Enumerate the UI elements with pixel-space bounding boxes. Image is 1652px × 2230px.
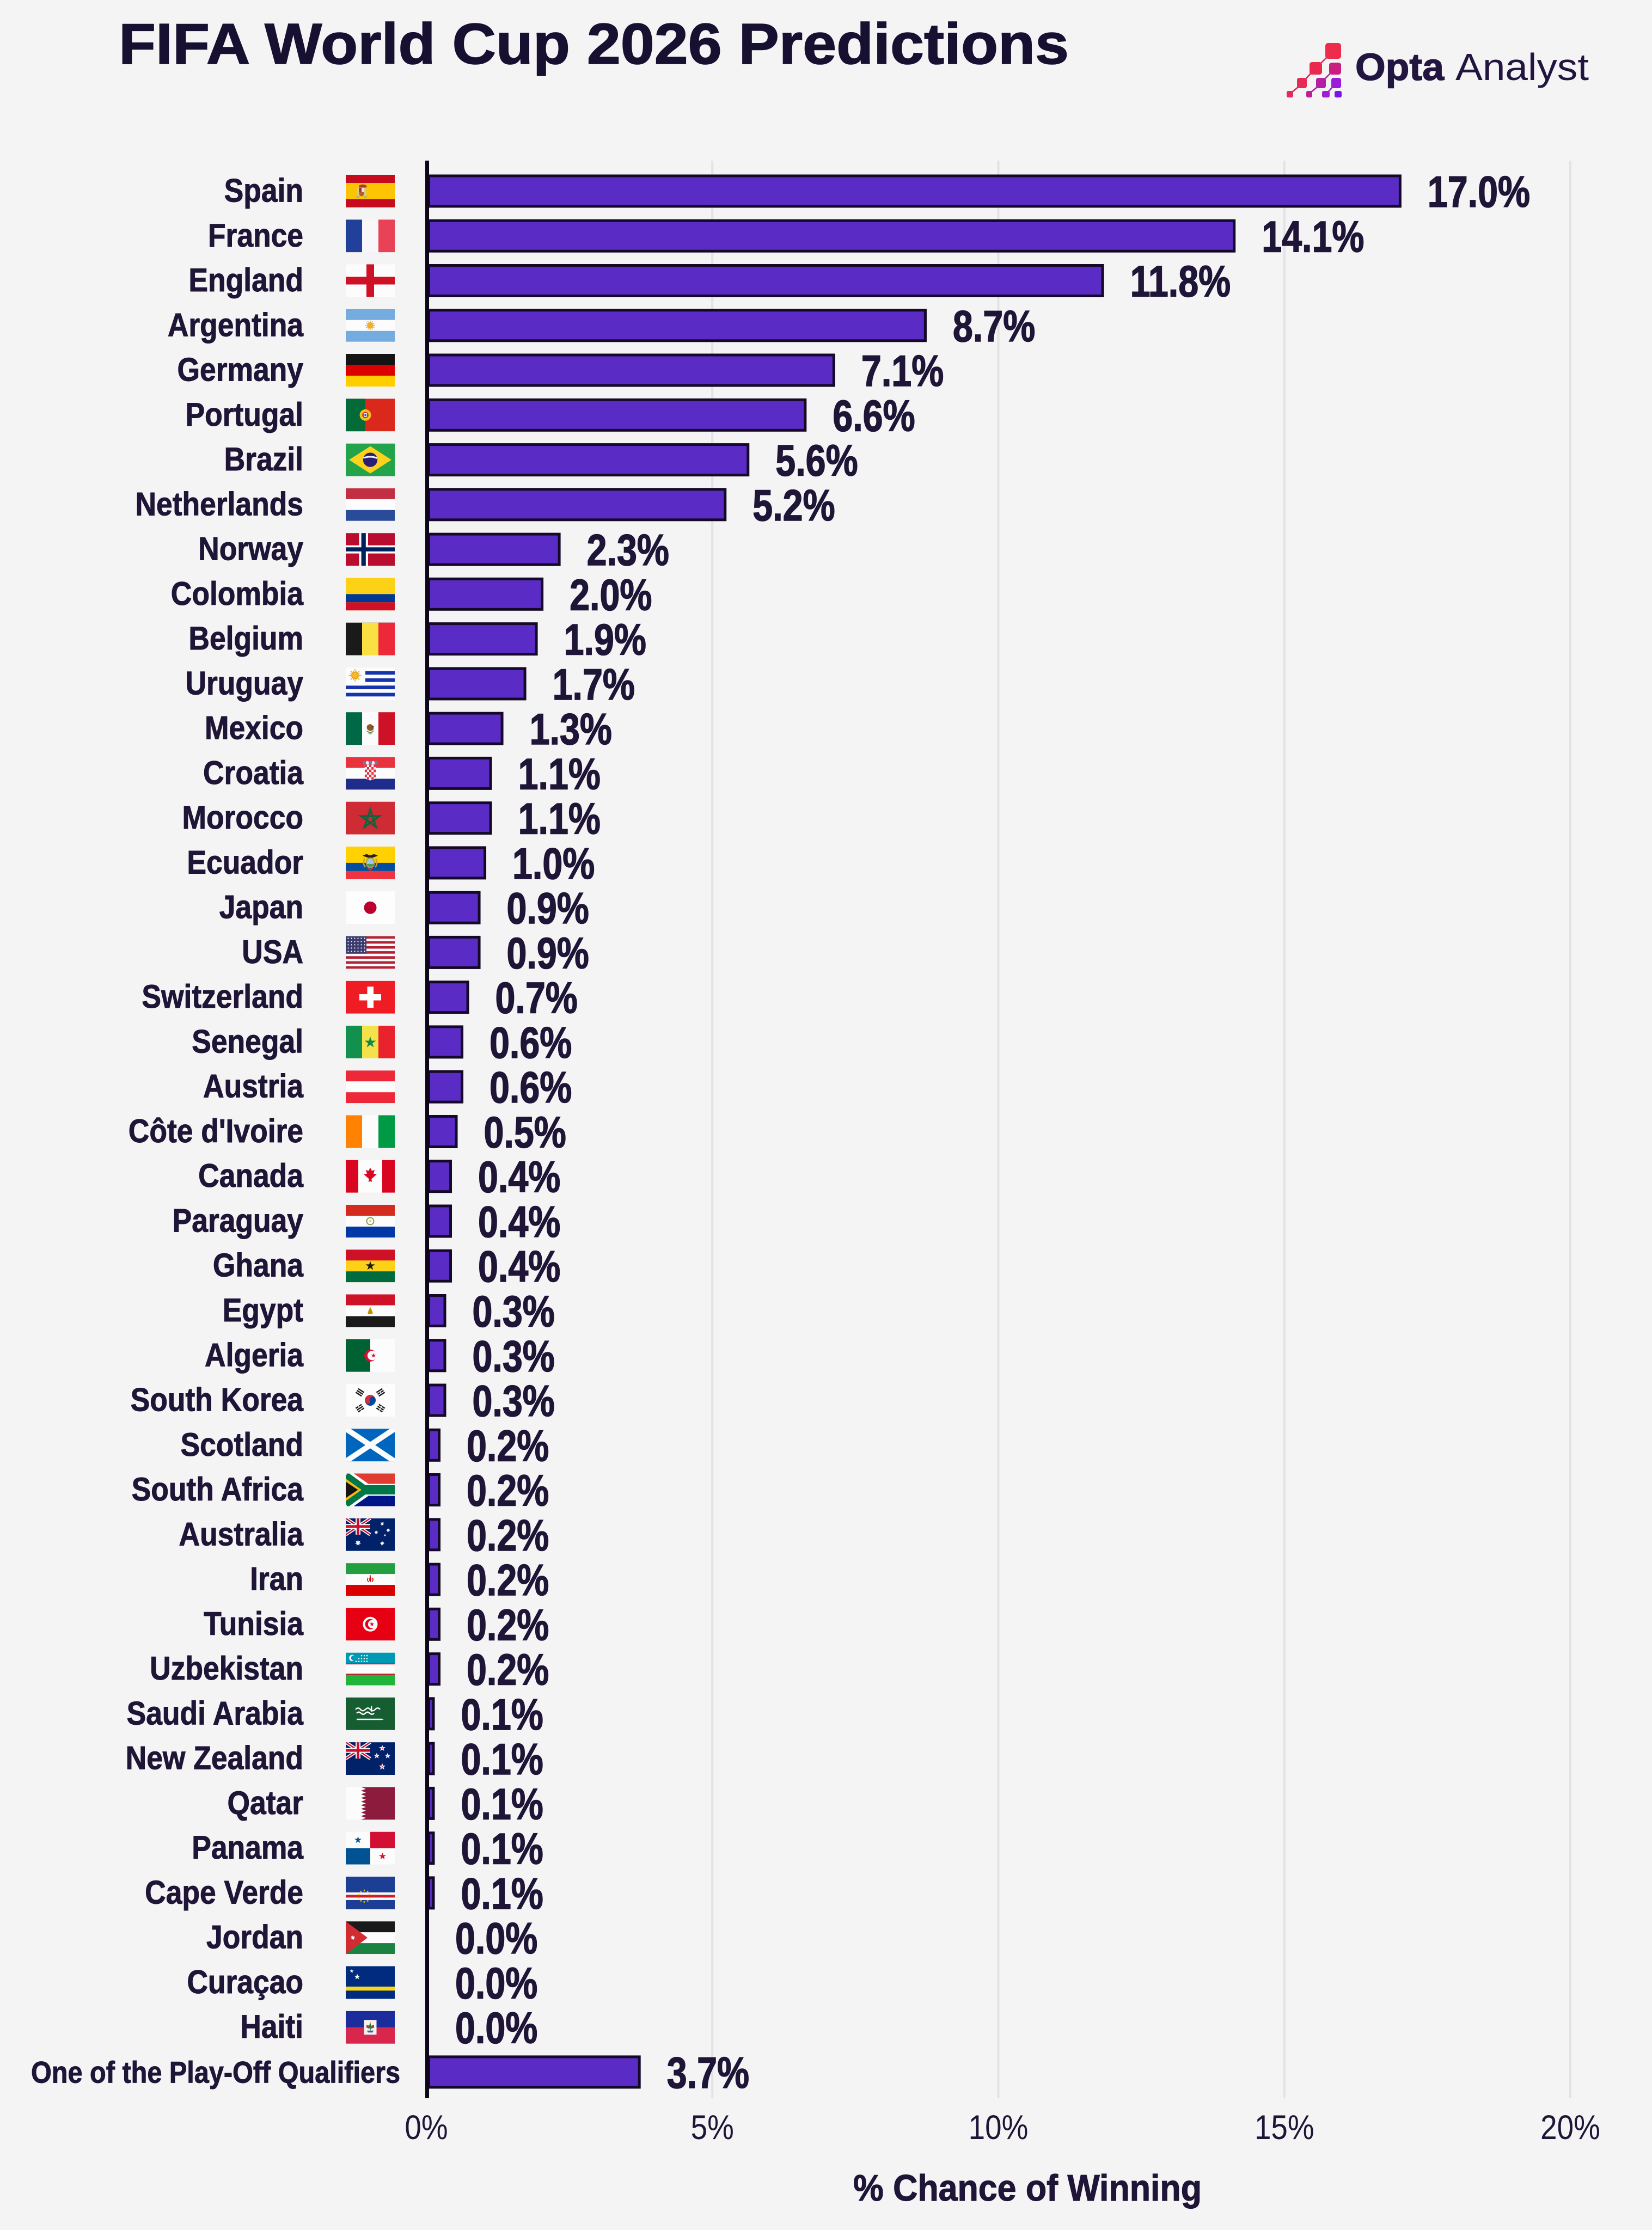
svg-text:Uruguay: Uruguay (185, 666, 303, 702)
svg-text:0.1%: 0.1% (461, 1779, 543, 1829)
svg-text:Tunisia: Tunisia (204, 1606, 303, 1643)
svg-text:Iran: Iran (250, 1561, 303, 1598)
svg-text:Senegal: Senegal (192, 1024, 303, 1061)
svg-text:South Korea: South Korea (131, 1382, 304, 1419)
svg-text:Egypt: Egypt (223, 1292, 303, 1329)
svg-text:20%: 20% (1540, 2108, 1600, 2146)
svg-text:USA: USA (242, 934, 303, 971)
svg-text:0.9%: 0.9% (507, 928, 589, 978)
svg-text:Canada: Canada (198, 1158, 303, 1194)
svg-text:% Chance of Winning: % Chance of Winning (853, 2167, 1202, 2209)
svg-text:One of the Play-Off Qualifiers: One of the Play-Off Qualifiers (31, 2055, 400, 2089)
svg-text:1.0%: 1.0% (512, 839, 595, 889)
svg-text:0.1%: 0.1% (461, 1869, 543, 1919)
svg-text:FIFA World Cup 2026 Prediction: FIFA World Cup 2026 Predictions (119, 12, 1069, 76)
svg-text:1.7%: 1.7% (553, 660, 635, 709)
svg-text:0.5%: 0.5% (484, 1107, 566, 1157)
svg-text:0.0%: 0.0% (455, 2003, 537, 2053)
svg-text:Curaçao: Curaçao (187, 1964, 303, 2001)
svg-text:Croatia: Croatia (203, 755, 303, 792)
svg-text:Switzerland: Switzerland (142, 979, 303, 1015)
svg-text:0.7%: 0.7% (495, 973, 578, 1022)
svg-text:0.6%: 0.6% (490, 1063, 572, 1112)
svg-text:Germany: Germany (178, 352, 304, 389)
svg-text:Analyst: Analyst (1455, 46, 1589, 88)
svg-text:England: England (188, 262, 303, 299)
svg-text:Panama: Panama (192, 1830, 303, 1866)
svg-text:Scotland: Scotland (181, 1427, 303, 1463)
svg-text:Jordan: Jordan (206, 1920, 303, 1956)
svg-text:0.2%: 0.2% (467, 1421, 549, 1471)
svg-text:Haiti: Haiti (240, 2009, 303, 2045)
svg-text:0.2%: 0.2% (467, 1511, 549, 1560)
svg-text:Brazil: Brazil (224, 442, 303, 478)
svg-text:0.2%: 0.2% (467, 1466, 549, 1515)
svg-text:Netherlands: Netherlands (135, 486, 303, 523)
svg-text:6.6%: 6.6% (833, 391, 915, 440)
svg-text:0.1%: 0.1% (461, 1690, 543, 1739)
svg-text:South Africa: South Africa (132, 1472, 304, 1508)
svg-text:0.2%: 0.2% (467, 1645, 549, 1694)
svg-text:Ghana: Ghana (213, 1248, 304, 1284)
svg-text:0.3%: 0.3% (473, 1332, 555, 1381)
svg-text:8.7%: 8.7% (953, 302, 1035, 351)
svg-text:Cape Verde: Cape Verde (145, 1875, 303, 1912)
svg-text:0.2%: 0.2% (467, 1600, 549, 1650)
svg-text:17.0%: 17.0% (1428, 167, 1530, 217)
svg-text:5.2%: 5.2% (752, 481, 835, 530)
svg-text:Qatar: Qatar (228, 1785, 303, 1822)
svg-text:Opta: Opta (1355, 46, 1445, 88)
svg-text:0.9%: 0.9% (507, 884, 589, 933)
svg-text:0.1%: 0.1% (461, 1735, 543, 1784)
svg-text:5.6%: 5.6% (775, 436, 858, 485)
svg-text:Ecuador: Ecuador (187, 845, 303, 881)
svg-text:14.1%: 14.1% (1262, 212, 1364, 261)
svg-text:7.1%: 7.1% (861, 346, 944, 396)
svg-text:0.4%: 0.4% (478, 1152, 560, 1202)
svg-text:Japan: Japan (219, 890, 303, 926)
svg-text:Morocco: Morocco (182, 800, 303, 836)
svg-text:Australia: Australia (179, 1516, 304, 1553)
svg-text:0.3%: 0.3% (473, 1286, 555, 1336)
svg-text:5%: 5% (691, 2108, 734, 2146)
svg-text:Saudi Arabia: Saudi Arabia (127, 1695, 304, 1732)
svg-text:0.0%: 0.0% (455, 1958, 537, 2008)
svg-text:0.0%: 0.0% (455, 1914, 537, 1963)
svg-text:1.1%: 1.1% (518, 794, 601, 843)
svg-text:0%: 0% (405, 2108, 448, 2146)
svg-text:0.1%: 0.1% (461, 1824, 543, 1873)
svg-text:Belgium: Belgium (188, 621, 303, 657)
svg-text:2.3%: 2.3% (587, 525, 669, 575)
svg-text:10%: 10% (969, 2108, 1029, 2146)
svg-text:France: France (208, 218, 303, 254)
svg-text:Portugal: Portugal (185, 397, 303, 433)
svg-text:15%: 15% (1255, 2108, 1314, 2146)
svg-text:Spain: Spain (224, 173, 303, 210)
svg-text:Côte d'Ivoire: Côte d'Ivoire (129, 1113, 303, 1150)
svg-text:0.4%: 0.4% (478, 1197, 560, 1247)
svg-text:Algeria: Algeria (205, 1337, 303, 1374)
svg-text:0.6%: 0.6% (490, 1018, 572, 1068)
svg-text:11.8%: 11.8% (1130, 256, 1231, 306)
svg-text:Colombia: Colombia (171, 576, 304, 612)
svg-text:New Zealand: New Zealand (126, 1741, 303, 1777)
svg-text:2.0%: 2.0% (570, 570, 652, 620)
svg-text:Uzbekistan: Uzbekistan (150, 1651, 303, 1687)
svg-text:Argentina: Argentina (168, 307, 304, 344)
svg-text:0.2%: 0.2% (467, 1555, 549, 1605)
svg-text:3.7%: 3.7% (667, 2048, 749, 2098)
svg-text:Mexico: Mexico (205, 710, 303, 747)
svg-text:1.9%: 1.9% (564, 615, 646, 664)
svg-text:1.3%: 1.3% (530, 704, 612, 754)
svg-text:0.4%: 0.4% (478, 1242, 560, 1291)
svg-text:1.1%: 1.1% (518, 749, 601, 799)
svg-text:Norway: Norway (198, 531, 303, 568)
svg-text:0.3%: 0.3% (473, 1376, 555, 1426)
svg-text:Paraguay: Paraguay (173, 1203, 304, 1240)
svg-text:Austria: Austria (203, 1069, 303, 1105)
